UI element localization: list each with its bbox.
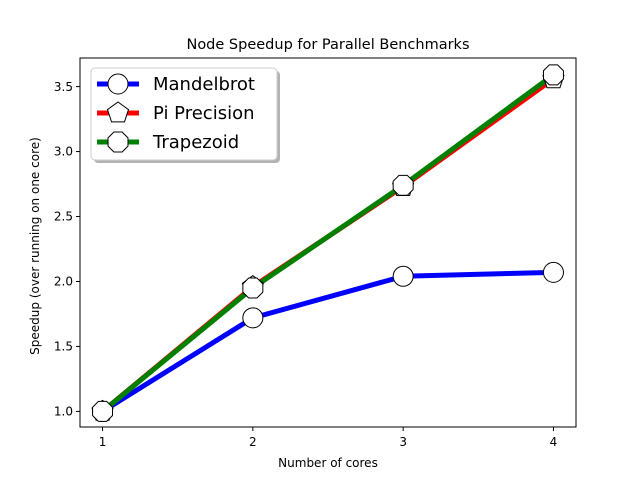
data-point-trapezoid [92, 400, 114, 422]
y-axis: 1.0 1.5 2.0 2.5 3.0 3.5 [54, 80, 80, 419]
legend-label-mandelbrot: Mandelbrot [153, 74, 255, 95]
x-axis-label: Number of cores [278, 456, 378, 470]
chart-title: Node Speedup for Parallel Benchmarks [186, 37, 469, 53]
legend-box [90, 67, 278, 161]
plot-area [79, 57, 577, 428]
data-point-mandelbrot [542, 261, 564, 283]
data-point-mandelbrot [242, 307, 264, 329]
series-lines [100, 72, 555, 414]
series-line-trapezoid [100, 72, 555, 414]
legend-marker-trapezoid [107, 131, 129, 153]
data-point-trapezoid [242, 277, 264, 299]
data-point-trapezoid [392, 174, 414, 196]
y-tick-label: 3.0 [54, 145, 73, 159]
legend: Mandelbrot Pi Precision Trapezoid [90, 67, 280, 163]
legend-label-pi-precision: Pi Precision [153, 103, 255, 124]
y-axis-label: Speedup (over running on one core) [28, 137, 42, 355]
x-tick-label: 4 [550, 435, 558, 449]
legend-label-trapezoid: Trapezoid [152, 132, 239, 153]
axes-frame [79, 57, 577, 428]
series-line-mandelbrot [101, 269, 554, 414]
x-tick-label: 2 [249, 435, 257, 449]
data-point-mandelbrot [392, 265, 414, 287]
x-tick-label: 1 [99, 435, 107, 449]
y-tick-label: 1.0 [54, 405, 73, 419]
x-axis: 1 2 3 4 [99, 427, 558, 449]
series-markers [91, 64, 565, 422]
y-tick-label: 2.0 [54, 275, 73, 289]
data-point-trapezoid [542, 64, 564, 86]
legend-marker-mandelbrot [107, 73, 129, 95]
y-tick-label: 3.5 [54, 80, 73, 94]
y-tick-label: 2.5 [54, 210, 73, 224]
x-tick-label: 3 [399, 435, 407, 449]
legend-marker-pi-precision [106, 101, 130, 123]
y-tick-label: 1.5 [54, 340, 73, 354]
